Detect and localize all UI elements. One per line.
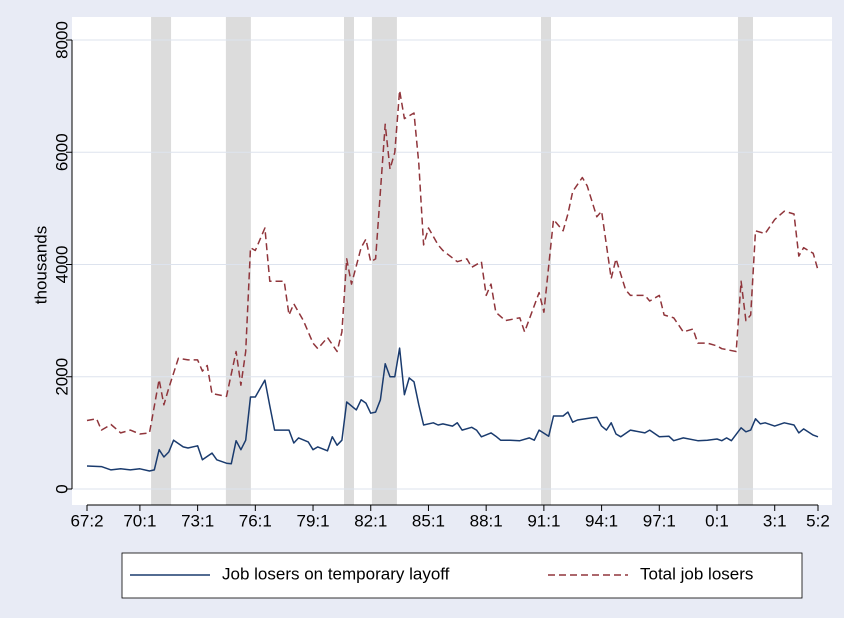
shaded-period (371, 17, 397, 505)
x-tick-label: 73:1 (181, 511, 214, 530)
shaded-period (540, 17, 551, 505)
y-tick-label: 4000 (52, 246, 71, 284)
x-tick-label: 67:2 (70, 511, 103, 530)
x-tick-label: 5:2 (806, 511, 830, 530)
series-line (86, 347, 819, 472)
x-tick-label: 85:1 (412, 511, 445, 530)
y-axis-title: thousands (31, 226, 50, 304)
y-tick-label: 0 (52, 484, 71, 493)
x-tick-label: 79:1 (296, 511, 329, 530)
shaded-period (225, 17, 251, 505)
plot-area (72, 17, 832, 505)
x-tick-label: 76:1 (239, 511, 272, 530)
x-tick-label: 94:1 (585, 511, 618, 530)
y-tick-label: 6000 (52, 133, 71, 171)
x-tick-label: 82:1 (354, 511, 387, 530)
x-tick-label: 91:1 (527, 511, 560, 530)
x-tick-label: 70:1 (123, 511, 156, 530)
x-tick-label: 88:1 (470, 511, 503, 530)
x-tick-label: 0:1 (705, 511, 729, 530)
legend-label: Job losers on temporary layoff (222, 564, 450, 583)
x-tick-label: 97:1 (643, 511, 676, 530)
x-tick-label: 3:1 (763, 511, 787, 530)
shaded-period (151, 17, 172, 505)
series-line (86, 89, 819, 435)
shaded-period (344, 17, 355, 505)
shaded-period (737, 17, 753, 505)
legend-label: Total job losers (640, 564, 753, 583)
y-tick-label: 2000 (52, 358, 71, 396)
y-tick-label: 8000 (52, 21, 71, 59)
legend (121, 552, 803, 599)
